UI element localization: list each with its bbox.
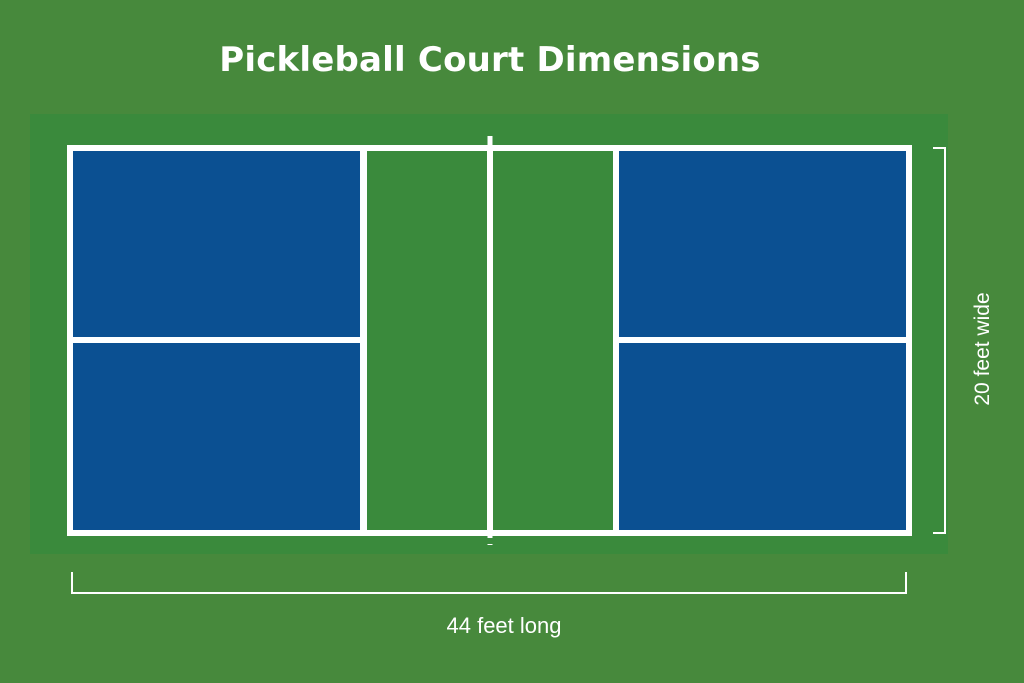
right-kitchen (493, 151, 613, 530)
width-dimension-label: 20 feet wide (971, 292, 994, 405)
left-service-box-top (73, 151, 360, 337)
page-title: Pickleball Court Dimensions (219, 40, 761, 80)
left-service-box-bottom (73, 343, 360, 530)
width-dimension-bracket (933, 147, 946, 534)
length-dimension-bracket (71, 572, 907, 594)
left-kitchen (367, 151, 487, 530)
right-service-box-bottom (619, 343, 906, 530)
length-dimension-label: 44 feet long (447, 613, 562, 638)
right-service-box-top (619, 151, 906, 337)
